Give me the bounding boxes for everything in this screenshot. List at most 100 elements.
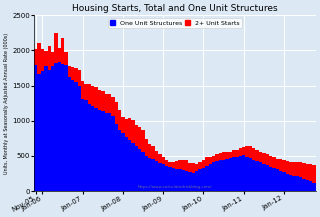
Bar xyxy=(228,152,232,158)
Bar xyxy=(185,171,188,191)
Bar xyxy=(312,183,316,191)
Bar xyxy=(289,175,292,191)
Bar xyxy=(98,90,101,110)
Bar xyxy=(215,155,219,161)
Bar xyxy=(71,80,74,191)
Bar xyxy=(64,65,68,191)
Bar xyxy=(296,176,299,191)
Bar xyxy=(266,165,269,191)
Bar xyxy=(255,150,259,161)
Bar xyxy=(195,171,198,191)
Bar xyxy=(41,49,44,71)
Bar xyxy=(51,66,54,191)
Bar xyxy=(269,167,272,191)
Bar xyxy=(309,164,312,181)
Bar xyxy=(58,62,61,191)
Bar xyxy=(286,174,289,191)
Bar xyxy=(168,161,172,167)
Bar xyxy=(172,168,175,191)
Bar xyxy=(205,166,209,191)
Bar xyxy=(74,82,78,191)
Bar xyxy=(276,169,279,191)
Bar xyxy=(228,158,232,191)
Bar xyxy=(121,133,125,191)
Bar xyxy=(222,152,225,159)
Bar xyxy=(175,169,178,191)
Bar xyxy=(312,165,316,183)
Bar xyxy=(205,157,209,166)
Bar xyxy=(286,161,289,174)
Bar xyxy=(249,158,252,191)
Bar xyxy=(151,159,155,191)
Bar xyxy=(54,33,58,63)
Bar xyxy=(128,118,132,140)
Bar xyxy=(128,140,132,191)
Bar xyxy=(48,46,51,70)
Bar xyxy=(262,164,266,191)
Bar xyxy=(111,116,115,191)
Bar xyxy=(219,153,222,160)
Bar xyxy=(125,119,128,138)
Bar xyxy=(249,146,252,158)
Bar xyxy=(105,113,108,191)
Bar xyxy=(195,164,198,171)
Bar xyxy=(58,48,61,62)
Bar xyxy=(252,148,255,159)
Bar xyxy=(242,155,245,191)
Bar xyxy=(135,125,138,146)
Bar xyxy=(235,157,239,191)
Bar xyxy=(34,64,37,191)
Bar xyxy=(188,172,192,191)
Bar xyxy=(198,169,202,191)
Bar xyxy=(135,146,138,191)
Bar xyxy=(37,74,41,191)
Bar xyxy=(101,111,105,191)
Bar xyxy=(252,159,255,191)
Bar xyxy=(168,167,172,191)
Bar xyxy=(71,67,74,80)
Bar xyxy=(105,94,108,113)
Bar xyxy=(162,157,165,164)
Bar xyxy=(299,162,302,177)
Bar xyxy=(292,176,296,191)
Bar xyxy=(78,86,81,191)
Bar xyxy=(138,149,141,191)
Bar xyxy=(302,179,306,191)
Bar xyxy=(138,127,141,149)
Bar xyxy=(94,87,98,108)
Bar xyxy=(306,180,309,191)
Bar xyxy=(155,151,158,161)
Bar xyxy=(115,123,118,191)
Bar xyxy=(219,160,222,191)
Bar xyxy=(212,162,215,191)
Bar xyxy=(215,161,219,191)
Bar xyxy=(74,68,78,82)
Bar xyxy=(108,94,111,113)
Bar xyxy=(78,70,81,86)
Bar xyxy=(162,164,165,191)
Bar xyxy=(245,157,249,191)
Bar xyxy=(64,51,68,65)
Bar xyxy=(121,117,125,133)
Bar xyxy=(309,181,312,191)
Bar xyxy=(239,156,242,191)
Bar xyxy=(209,157,212,164)
Bar xyxy=(91,106,94,191)
Bar xyxy=(192,173,195,191)
Bar xyxy=(276,159,279,169)
Bar xyxy=(101,91,105,111)
Bar xyxy=(299,177,302,191)
Bar xyxy=(296,162,299,176)
Bar xyxy=(88,84,91,104)
Bar xyxy=(259,152,262,162)
Bar xyxy=(108,113,111,191)
Bar xyxy=(145,156,148,191)
Bar xyxy=(175,161,178,169)
Bar xyxy=(306,164,309,180)
Bar xyxy=(84,84,88,100)
Bar xyxy=(245,146,249,157)
Bar xyxy=(68,66,71,77)
Bar xyxy=(202,160,205,168)
Bar xyxy=(302,163,306,179)
Bar xyxy=(48,70,51,191)
